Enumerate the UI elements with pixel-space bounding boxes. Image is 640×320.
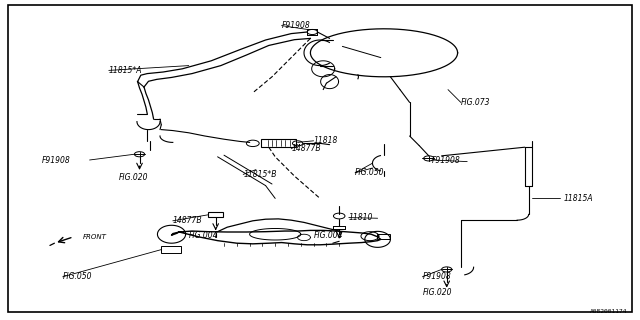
Text: 14877B: 14877B	[291, 144, 321, 153]
Text: A082001174: A082001174	[589, 308, 627, 314]
Text: FIG.004: FIG.004	[189, 231, 218, 240]
Text: 11815A: 11815A	[563, 194, 593, 203]
Text: 11818: 11818	[314, 136, 338, 145]
Text: 11815*A: 11815*A	[109, 66, 142, 75]
Text: FIG.050: FIG.050	[63, 272, 92, 281]
Text: FRONT: FRONT	[83, 235, 107, 240]
Text: 11815*B: 11815*B	[243, 170, 276, 179]
Text: F91908: F91908	[432, 156, 461, 164]
Text: 11810: 11810	[349, 213, 373, 222]
Text: FIG.050: FIG.050	[355, 168, 385, 177]
Text: FIG.020: FIG.020	[422, 288, 452, 297]
Text: FIG.020: FIG.020	[118, 173, 148, 182]
Text: FIG.004: FIG.004	[314, 231, 343, 240]
Text: F91908: F91908	[282, 21, 310, 30]
Text: F91908: F91908	[42, 156, 70, 164]
Text: F91908: F91908	[422, 272, 451, 281]
Text: 14877B: 14877B	[173, 216, 202, 225]
Text: FIG.073: FIG.073	[461, 98, 490, 107]
